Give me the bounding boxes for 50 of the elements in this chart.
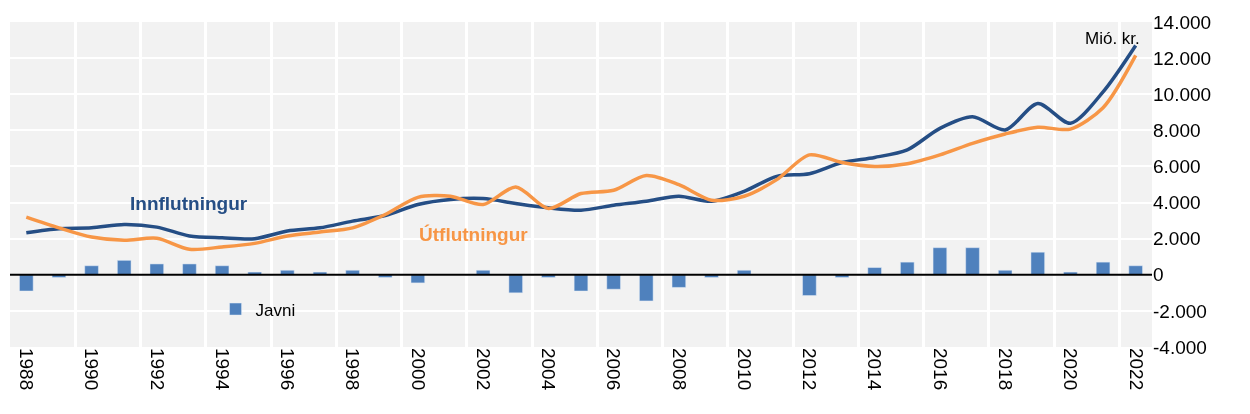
bar bbox=[117, 260, 132, 276]
x-tick-label: 2002 bbox=[472, 348, 494, 391]
bar bbox=[1095, 261, 1111, 276]
x-tick-label: 1996 bbox=[277, 348, 299, 391]
y-tick-label: -4.000 bbox=[1153, 336, 1207, 358]
x-tick-label: 2006 bbox=[603, 348, 625, 391]
bar bbox=[1030, 251, 1045, 276]
x-tick-label: 2010 bbox=[733, 348, 755, 391]
bar bbox=[84, 265, 99, 276]
x-tick-label: 1988 bbox=[16, 348, 38, 391]
bar bbox=[149, 263, 164, 276]
y-tick-label: 4.000 bbox=[1153, 192, 1201, 214]
series-label: Innflutningur bbox=[130, 193, 248, 214]
y-tick-label: 2.000 bbox=[1153, 228, 1201, 250]
bar bbox=[508, 274, 523, 294]
y-tick-label: -2.000 bbox=[1153, 300, 1207, 322]
x-tick-label: 1992 bbox=[146, 348, 168, 391]
bar bbox=[606, 274, 621, 290]
x-tick-label: 2008 bbox=[668, 348, 690, 391]
bar bbox=[182, 263, 197, 276]
bar bbox=[573, 274, 589, 292]
y-tick-label: 14.000 bbox=[1153, 11, 1212, 33]
y-tick-label: 12.000 bbox=[1153, 47, 1212, 69]
y-tick-label: 0 bbox=[1153, 264, 1164, 286]
series-label: Útflutningur bbox=[419, 224, 529, 245]
x-tick-label: 2004 bbox=[538, 348, 560, 391]
bar bbox=[19, 274, 34, 292]
bar bbox=[214, 265, 230, 276]
x-tick-label: 1990 bbox=[81, 348, 103, 391]
x-tick-label: 1994 bbox=[211, 348, 233, 391]
y-tick-label: 10.000 bbox=[1153, 83, 1212, 105]
bar bbox=[932, 247, 948, 276]
bar bbox=[900, 261, 915, 276]
legend-label: Javni bbox=[255, 300, 296, 320]
x-tick-label: 2014 bbox=[864, 348, 886, 391]
x-tick-label: 2012 bbox=[799, 348, 821, 391]
y-tick-label: 8.000 bbox=[1153, 119, 1201, 141]
bar bbox=[802, 274, 817, 296]
bar bbox=[639, 274, 654, 302]
bar bbox=[965, 247, 980, 276]
x-tick-label: 2022 bbox=[1125, 348, 1147, 391]
x-tick-label: 2000 bbox=[407, 348, 429, 391]
x-tick-label: 2016 bbox=[929, 348, 951, 391]
x-tick-label: 1998 bbox=[342, 348, 364, 391]
y-tick-label: 6.000 bbox=[1153, 156, 1201, 178]
bar bbox=[1128, 265, 1143, 276]
bar bbox=[671, 274, 686, 288]
y-axis-title: Mió. kr. bbox=[1085, 29, 1140, 48]
x-tick-label: 2018 bbox=[994, 348, 1016, 391]
x-tick-label: 2020 bbox=[1060, 348, 1082, 391]
